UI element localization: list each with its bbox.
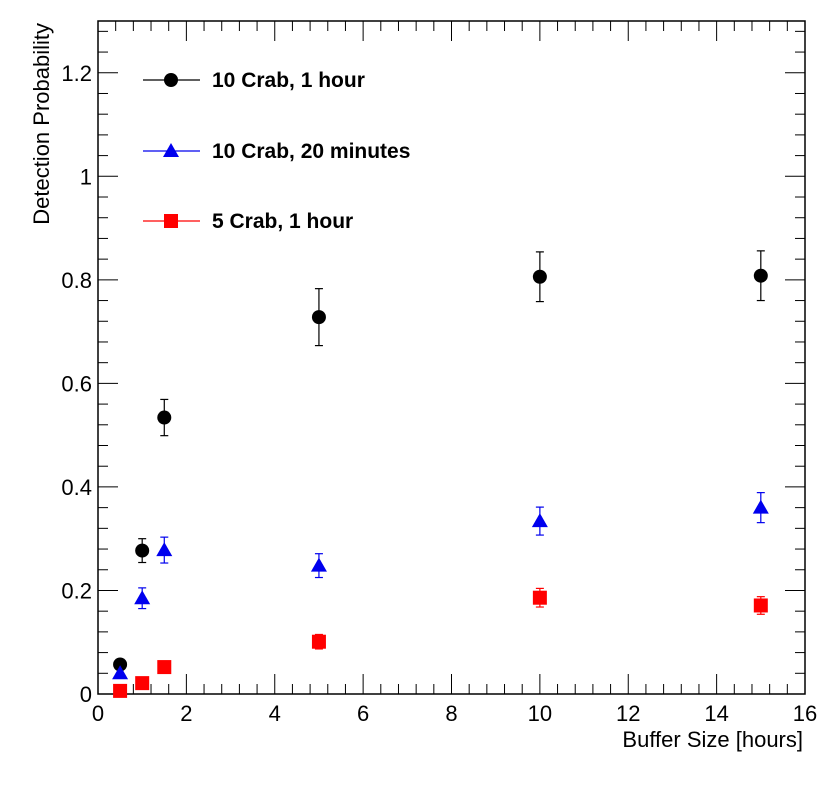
legend-marker: [164, 73, 178, 87]
plot-frame: [97, 20, 806, 695]
y-tick-label: 0.4: [61, 475, 92, 500]
legend-marker: [163, 143, 179, 157]
tick-labels: 0 2 4 6 8 10 12 14 16 0 0.2 0.4 0.6 0.8 1 1.2: [61, 61, 817, 726]
legend-entry-0: 10 Crab, 1 hour: [143, 69, 365, 92]
legend-entry-1: 10 Crab, 20 minutes: [143, 140, 410, 163]
x-tick-label: 6: [357, 701, 369, 726]
y-tick-label: 1.2: [61, 61, 92, 86]
series-2: [113, 587, 768, 698]
data-point: [311, 310, 326, 325]
data-point: [753, 268, 768, 283]
data-point: [112, 665, 129, 680]
data-point: [752, 499, 769, 514]
data-point: [157, 660, 172, 675]
data-marks: [112, 250, 769, 698]
series-1: [112, 492, 769, 680]
x-tick-label: 4: [269, 701, 281, 726]
x-tick-label: 8: [445, 701, 457, 726]
data-point: [113, 657, 128, 672]
x-tick-label: 16: [793, 701, 817, 726]
y-tick-label: 0: [80, 682, 92, 707]
data-point: [311, 634, 326, 649]
x-tick-label: 10: [528, 701, 552, 726]
legend: 10 Crab, 1 hour 10 Crab, 20 minutes 5 Crab…: [143, 69, 410, 233]
y-tick-label: 0.6: [61, 371, 92, 396]
x-tick-label: 14: [704, 701, 728, 726]
series-0: [113, 250, 768, 672]
x-axis-title: Buffer Size [hours]: [622, 727, 803, 752]
data-point: [113, 683, 128, 698]
x-tick-label: 0: [92, 701, 104, 726]
legend-marker: [164, 214, 178, 228]
data-point: [532, 269, 547, 284]
x-tick-label: 12: [616, 701, 640, 726]
axis-ticks: [97, 21, 806, 695]
legend-entry-2: 5 Crab, 1 hour: [143, 210, 353, 233]
data-point: [135, 676, 150, 691]
data-point: [135, 543, 150, 558]
data-point: [310, 557, 327, 572]
y-tick-label: 0.8: [61, 268, 92, 293]
data-point: [134, 590, 151, 605]
data-point: [157, 410, 172, 425]
legend-label: 10 Crab, 1 hour: [212, 69, 365, 92]
data-point: [753, 598, 768, 613]
data-point: [531, 513, 548, 528]
x-tick-label: 2: [180, 701, 192, 726]
y-axis-title: Detection Probability: [29, 23, 54, 225]
legend-label: 5 Crab, 1 hour: [212, 210, 353, 233]
y-tick-label: 1: [80, 164, 92, 189]
y-tick-label: 0.2: [61, 578, 92, 603]
data-point: [156, 542, 173, 557]
data-point: [532, 590, 547, 605]
legend-label: 10 Crab, 20 minutes: [212, 140, 410, 163]
